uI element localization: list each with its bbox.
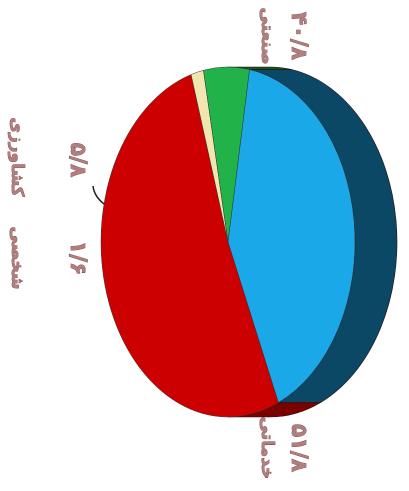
slice-label-name: شخصی xyxy=(7,227,27,290)
slice-label-value: ۵۱/۸ xyxy=(286,424,311,473)
pie-slice-0 xyxy=(227,69,356,404)
slice-label-name: کشاورزی xyxy=(7,117,27,196)
slice-label-personal: شخصی ۱/۶ xyxy=(7,226,91,290)
slice-label-services: خدماتی ۵۱/۸ xyxy=(257,416,312,480)
pie-slice-1 xyxy=(100,74,279,418)
pie-slices xyxy=(100,66,356,418)
slice-label-value: ۵/۸ xyxy=(65,143,90,178)
slice-label-value: ۴۰/۸ xyxy=(286,12,311,61)
slice-label-agriculture: کشاورزی ۵/۸ xyxy=(7,117,91,197)
slice-label-name: صنعتی xyxy=(257,7,277,64)
slice-label-industrial: صنعتی ۴۰/۸ xyxy=(257,7,312,65)
pie-slice-3 xyxy=(203,66,250,243)
leader-line xyxy=(92,185,105,205)
slice-label-name: خدماتی xyxy=(257,417,277,480)
slice-label-value: ۱/۶ xyxy=(65,241,90,276)
